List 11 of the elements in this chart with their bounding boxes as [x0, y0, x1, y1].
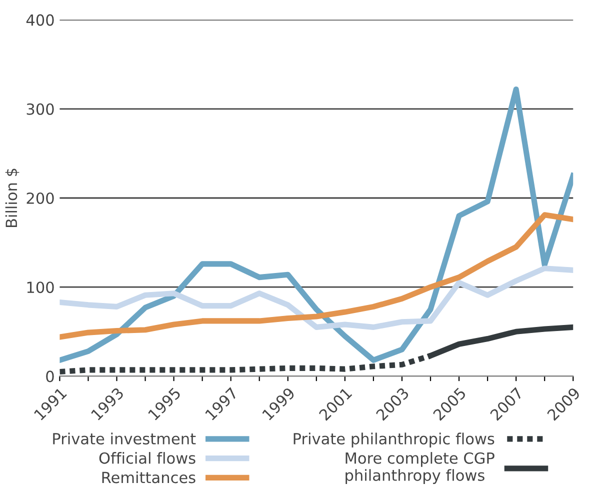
legend-label: Remittances	[102, 471, 196, 484]
y-tick-label: 0	[46, 370, 54, 382]
legend-label: Official flows	[99, 452, 196, 464]
y-tick-label: 400	[26, 14, 54, 26]
y-axis-title: Billion $	[5, 168, 20, 228]
y-tick-label: 300	[26, 103, 54, 115]
legend-label: Private investment	[53, 432, 196, 444]
y-tick-label: 100	[27, 282, 54, 294]
y-tick-label: 200	[26, 192, 54, 204]
legend-label: More complete CGP philanthropy flows	[346, 452, 494, 484]
legend-label: Private philanthropic flows	[294, 432, 494, 448]
